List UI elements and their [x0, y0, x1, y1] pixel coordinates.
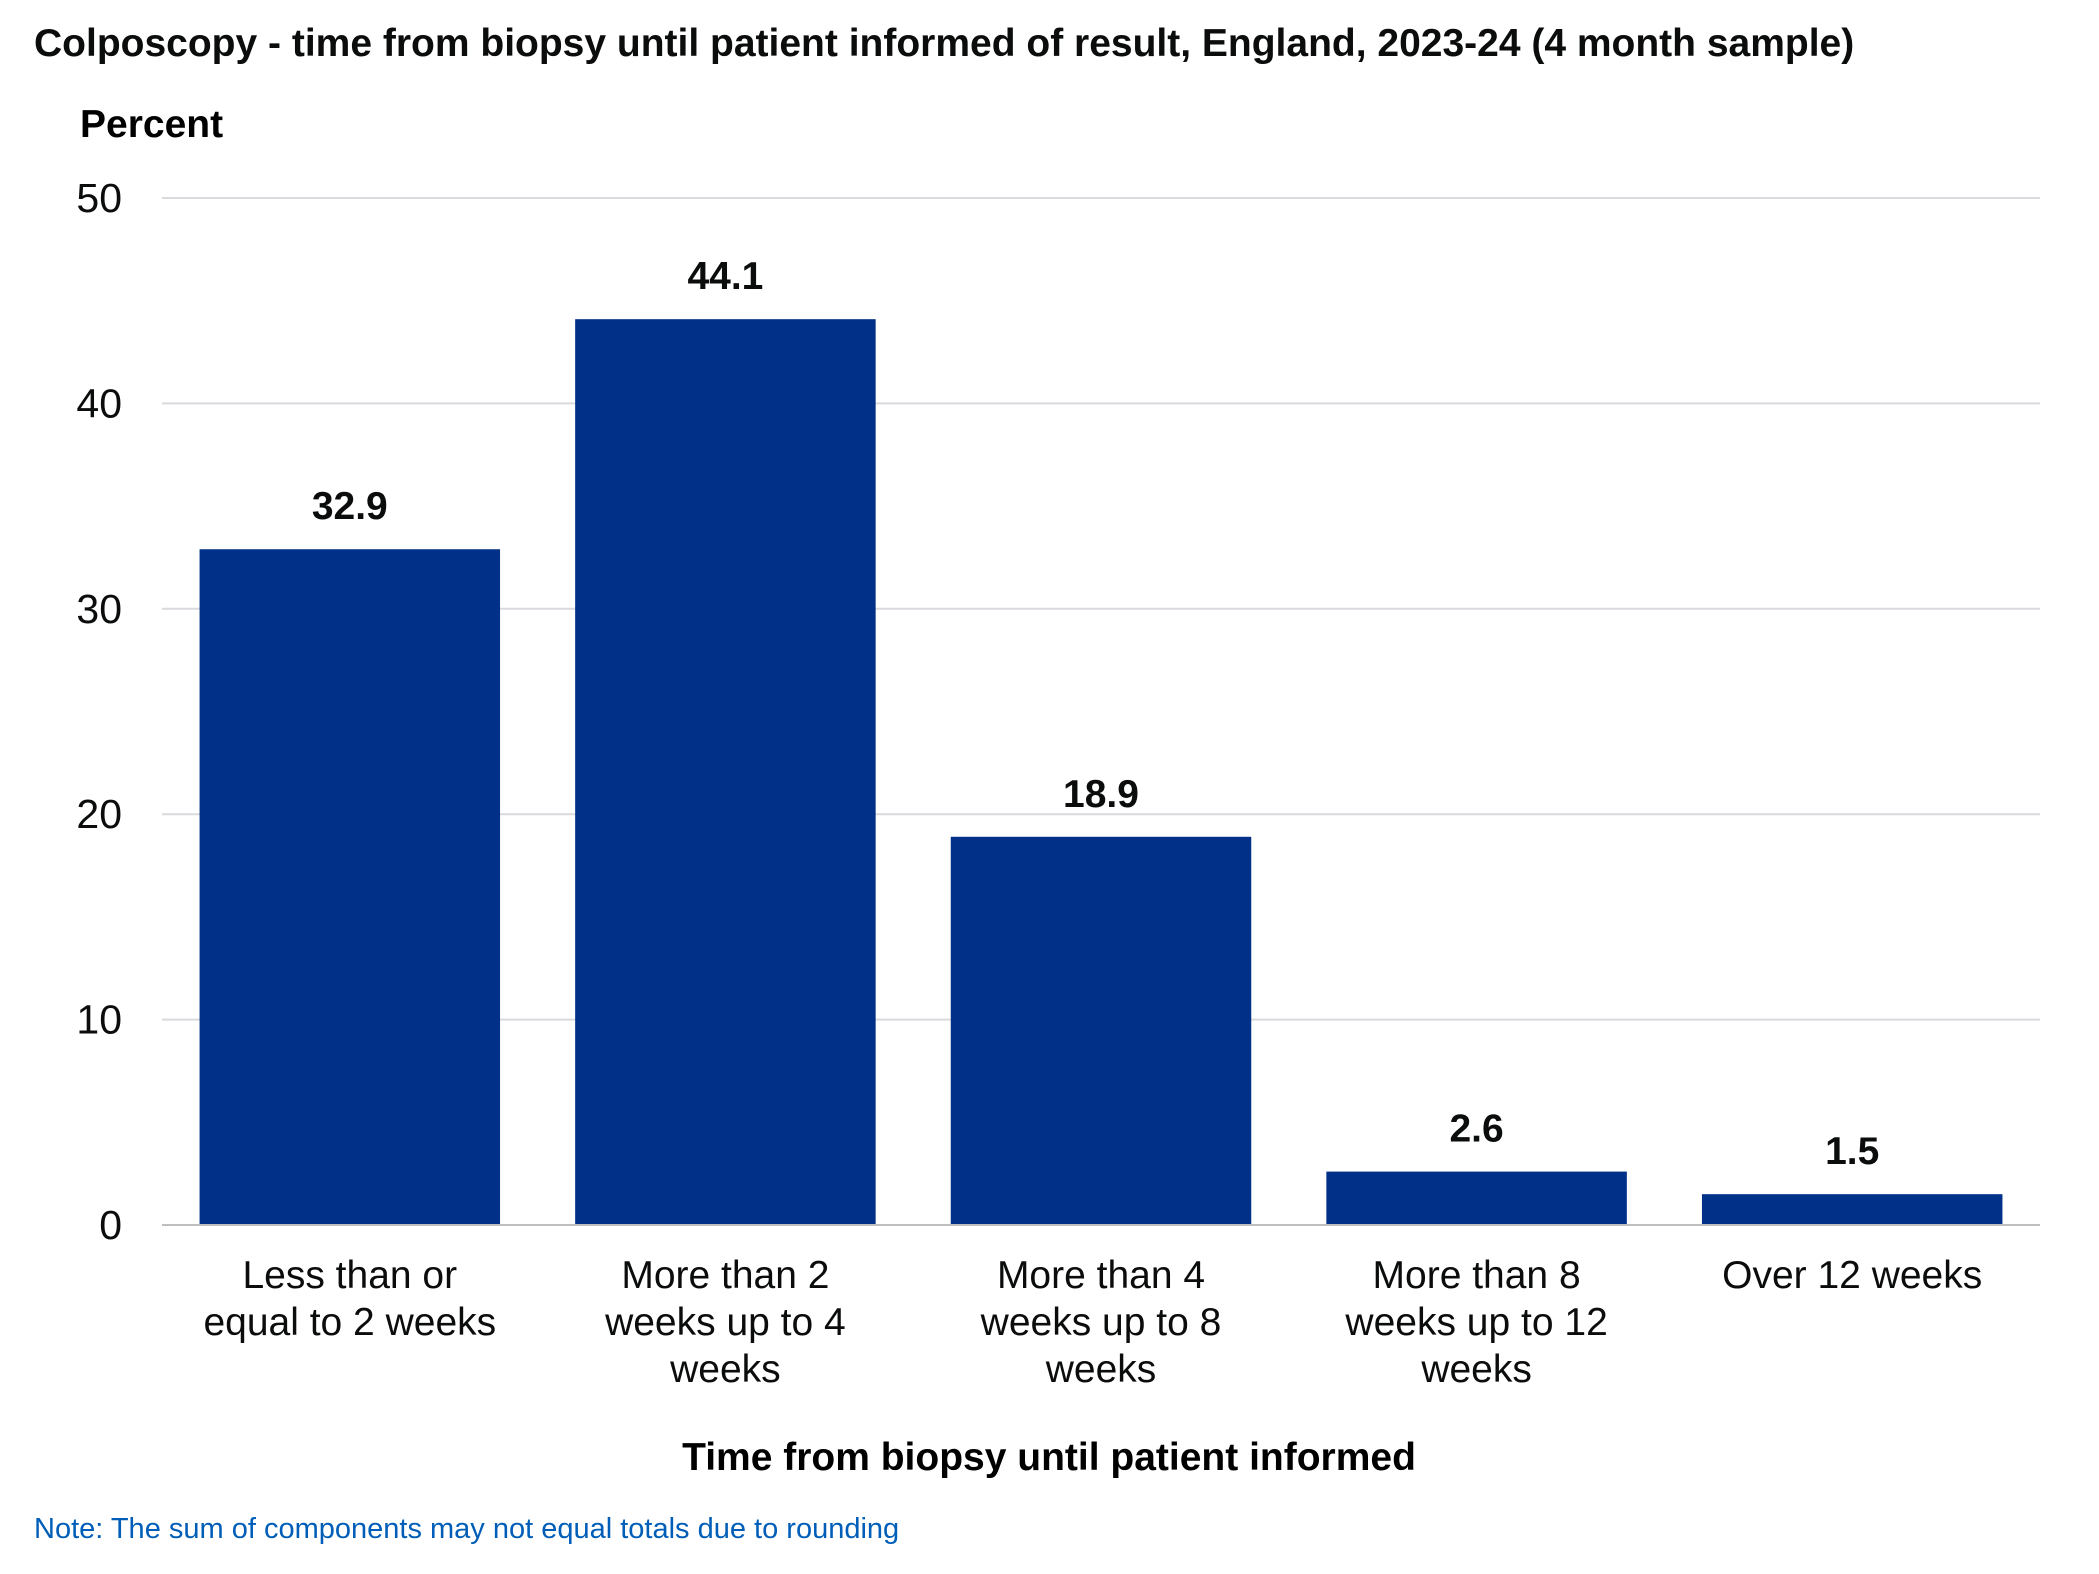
bars — [199, 319, 2003, 1225]
y-tick-label: 30 — [76, 586, 122, 632]
x-tick-label: Less than or equal to 2 weeks — [203, 1254, 496, 1344]
y-tick-label: 20 — [76, 791, 122, 837]
y-tick-label: 50 — [76, 175, 122, 221]
x-axis-title: Time from biopsy until patient informed — [682, 1436, 1416, 1479]
bar — [575, 319, 876, 1225]
y-tick-label: 0 — [99, 1202, 122, 1248]
x-tick-label: Over 12 weeks — [1722, 1254, 1982, 1297]
footnote: Note: The sum of components may not equa… — [34, 1513, 899, 1545]
x-tick-label: More than 4 weeks up to 8 weeks — [980, 1254, 1222, 1391]
bar — [1701, 1194, 2003, 1225]
data-labels: 32.9 44.1 18.9 2.6 1.5 — [312, 255, 1879, 1173]
y-axis-title: Percent — [80, 103, 223, 146]
y-axis-ticks: 0 10 20 30 40 50 — [76, 175, 122, 1248]
bar — [950, 836, 1252, 1225]
chart-title: Colposcopy - time from biopsy until pati… — [34, 22, 1854, 65]
bar — [199, 549, 501, 1225]
data-label: 18.9 — [1063, 773, 1139, 816]
data-label: 2.6 — [1449, 1108, 1503, 1151]
bar — [1326, 1171, 1627, 1225]
data-label: 1.5 — [1825, 1130, 1879, 1173]
x-tick-label: More than 2 weeks up to 4 weeks — [604, 1254, 846, 1391]
data-label: 44.1 — [687, 255, 763, 298]
x-tick-label: More than 8 weeks up to 12 weeks — [1344, 1254, 1607, 1391]
y-tick-label: 40 — [76, 380, 122, 426]
data-label: 32.9 — [312, 485, 388, 528]
y-tick-label: 10 — [76, 997, 122, 1043]
